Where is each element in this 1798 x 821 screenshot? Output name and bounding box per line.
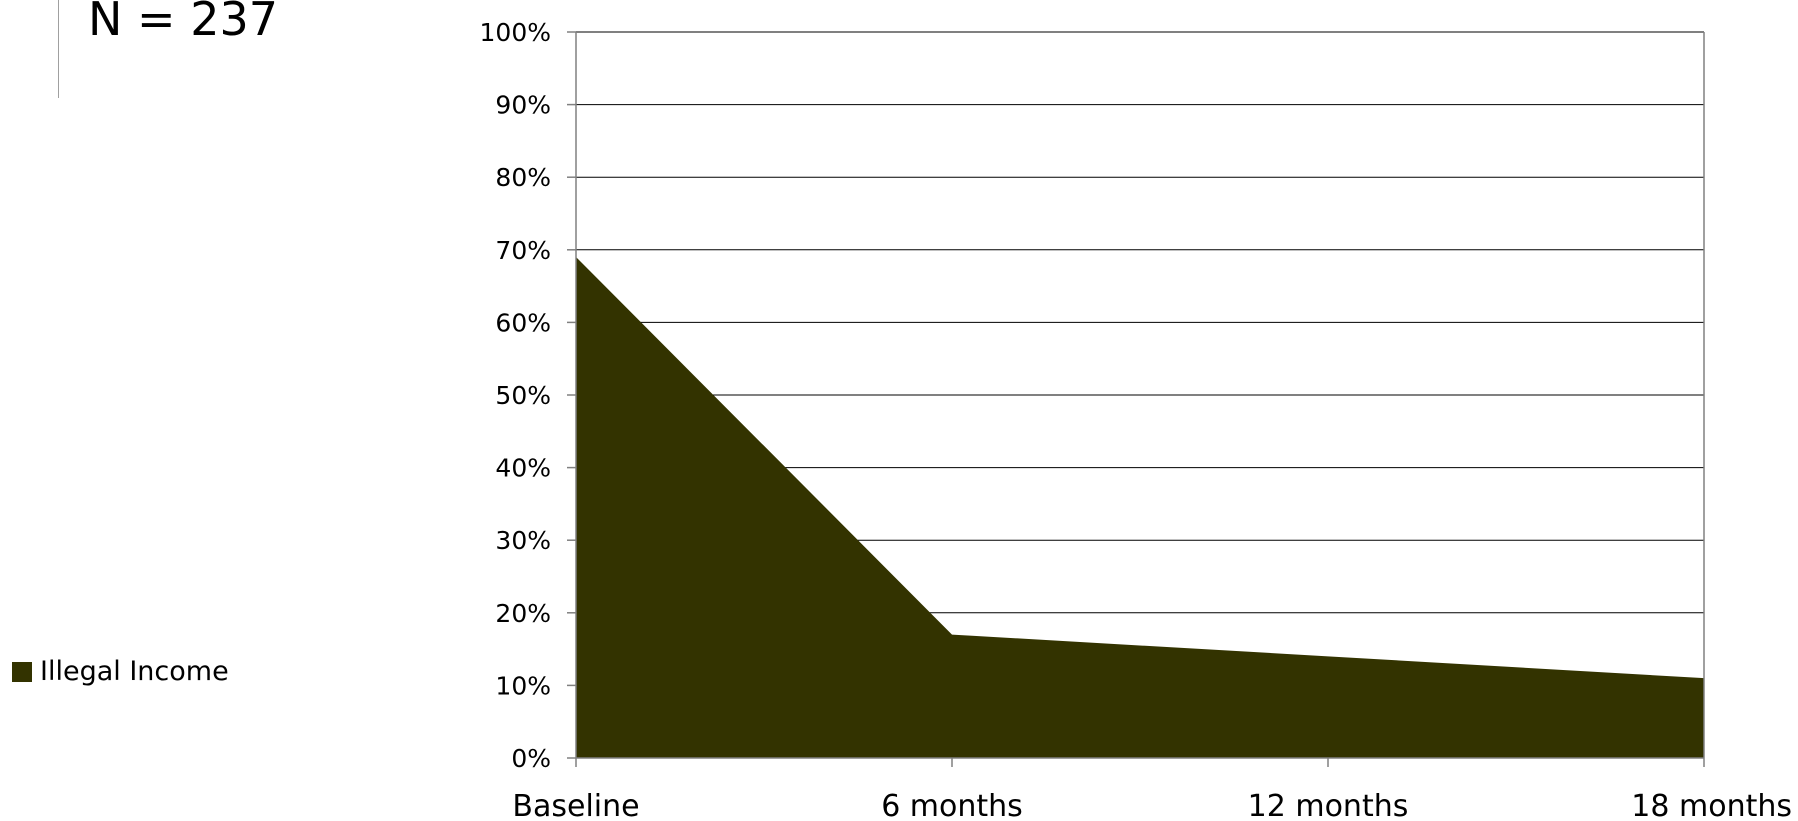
y-tick-label: 40%: [495, 454, 551, 483]
title-divider: [58, 0, 59, 98]
y-tick-label: 50%: [495, 381, 551, 410]
y-tick-label: 90%: [495, 91, 551, 120]
y-tick-label: 70%: [495, 236, 551, 265]
sample-size-label: N = 237: [88, 0, 278, 46]
axis-labels: 0% 10% 20% 30% 40% 50% 60% 70% 80% 90% 100% Baselin…: [480, 18, 1792, 821]
y-tick-label: 0%: [511, 744, 551, 773]
axes: [567, 31, 1705, 767]
y-tick-label: 10%: [495, 671, 551, 700]
x-category-label: Baseline: [512, 789, 639, 821]
y-tick-label: 60%: [495, 308, 551, 337]
y-tick-label: 100%: [480, 18, 551, 47]
legend: Illegal Income: [12, 656, 229, 687]
x-category-label: 6 months: [881, 789, 1023, 821]
y-tick-label: 80%: [495, 163, 551, 192]
x-category-label: 18 months: [1631, 789, 1792, 821]
area-fill: [576, 257, 1704, 758]
y-tick-label: 30%: [495, 526, 551, 555]
legend-swatch: [12, 661, 32, 682]
area-series: [575, 257, 1705, 758]
legend-label: Illegal Income: [40, 656, 229, 687]
y-tick-label: 20%: [495, 599, 551, 628]
x-category-label: 12 months: [1248, 789, 1409, 821]
